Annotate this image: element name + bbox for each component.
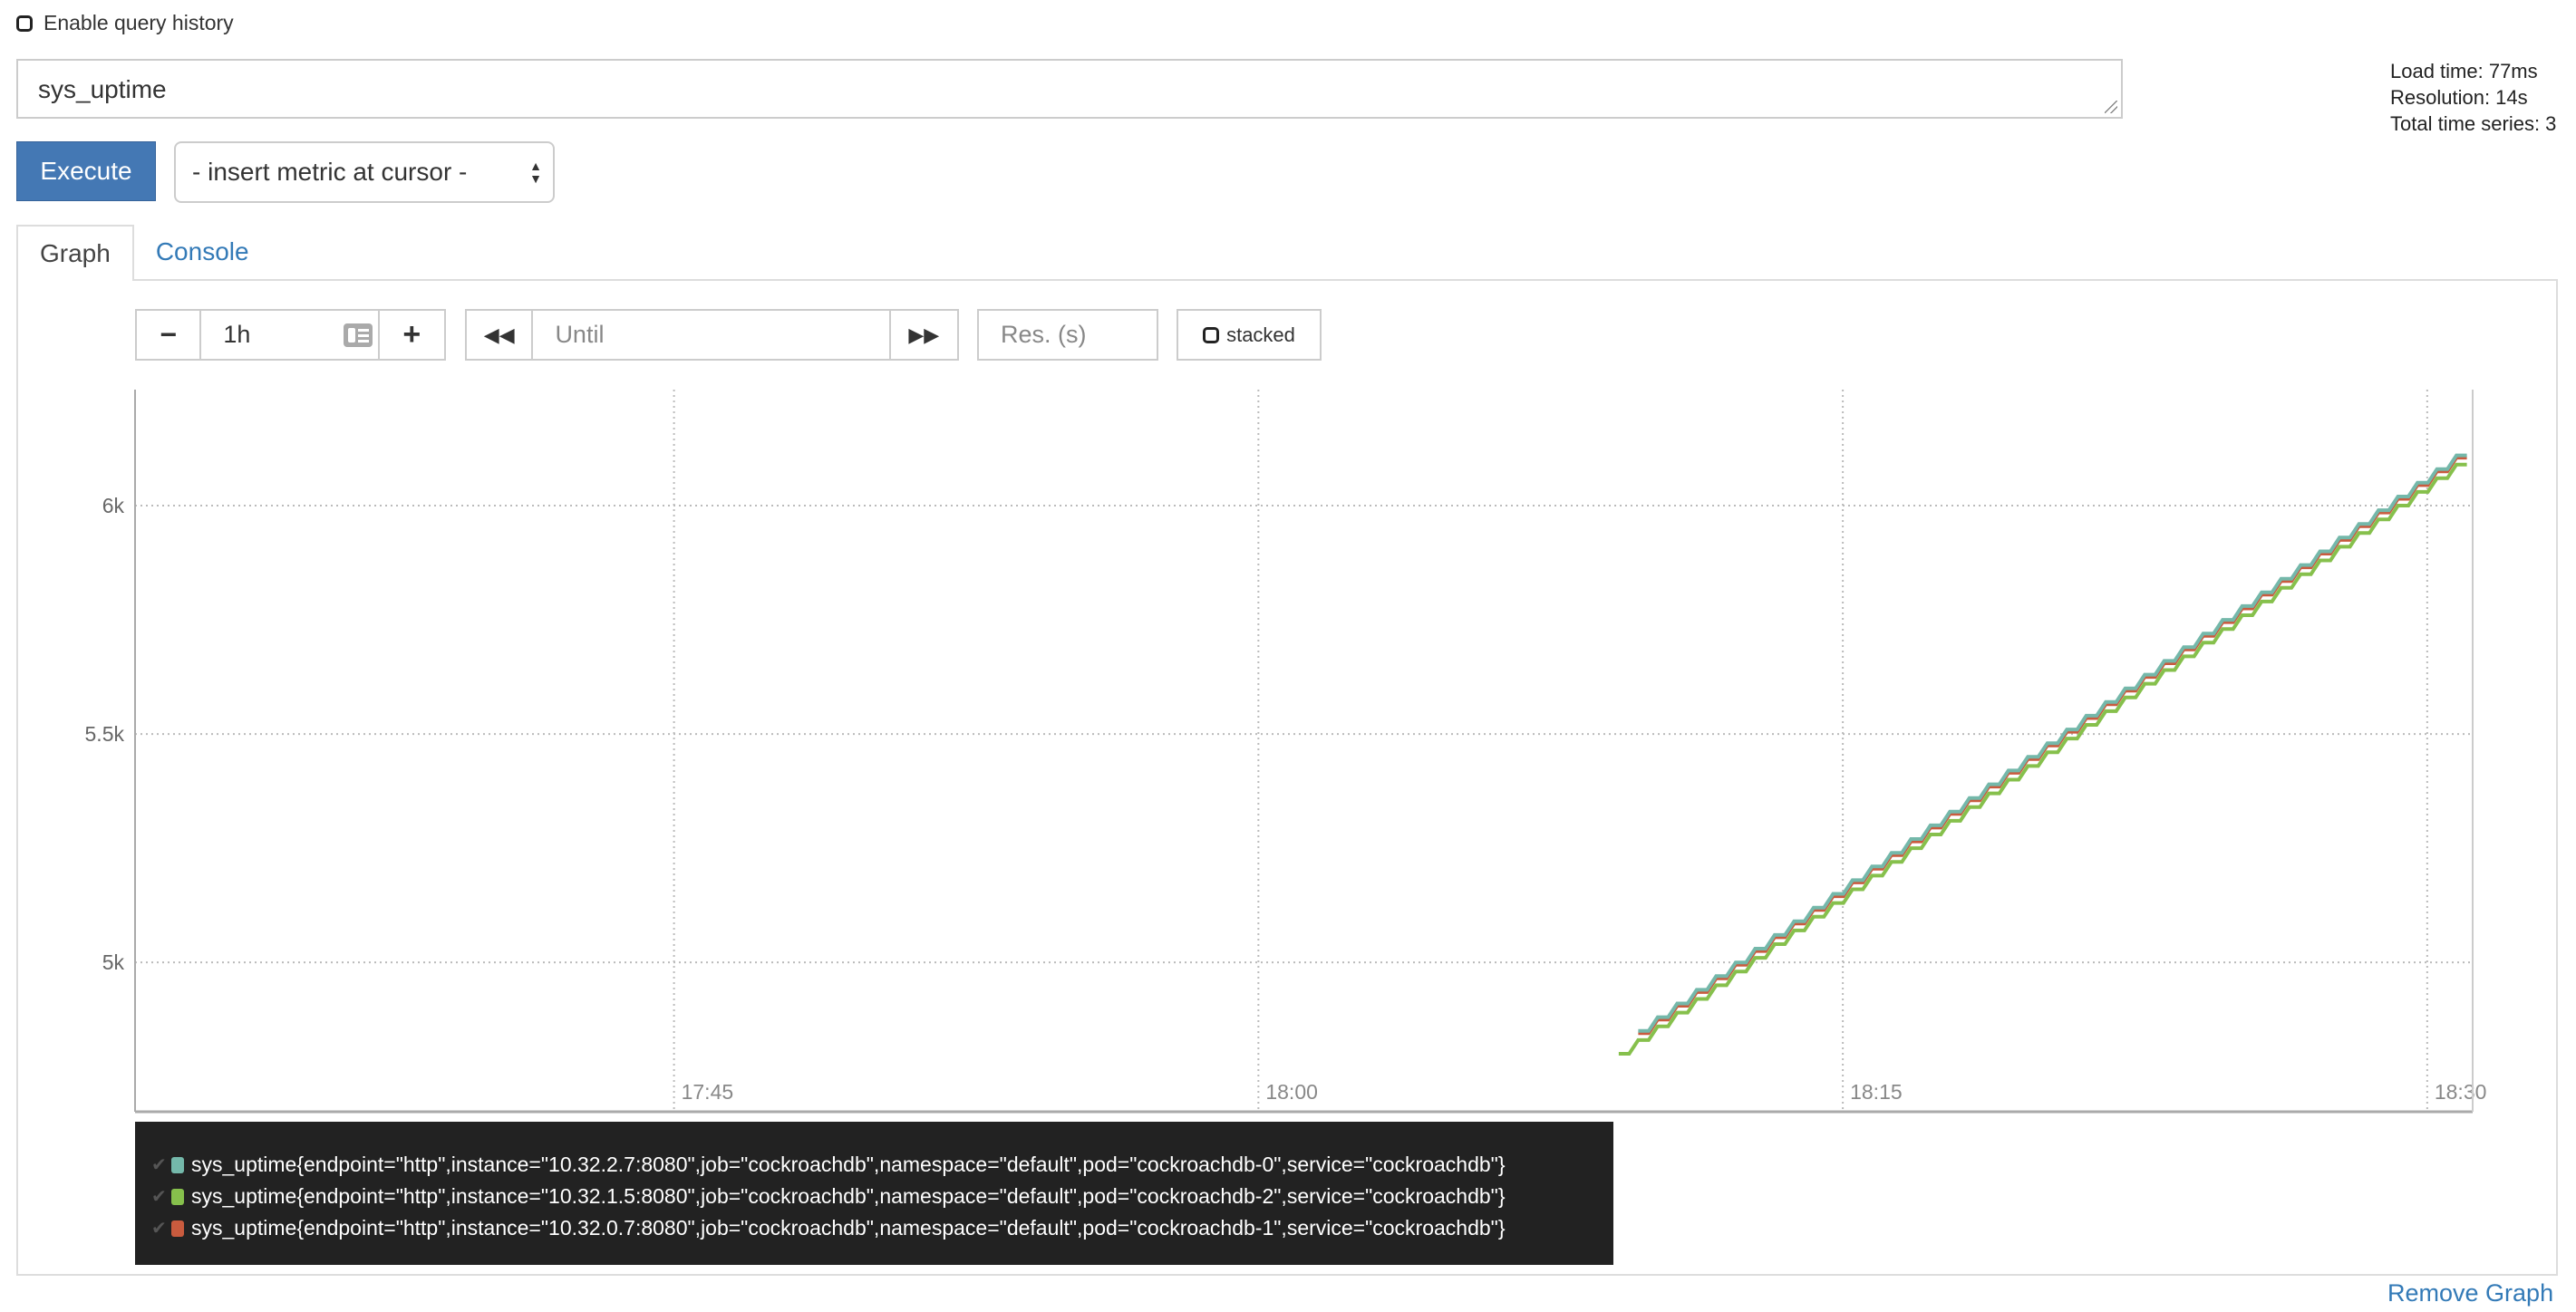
forward-icon: ▶▶	[908, 323, 940, 346]
expression-input[interactable]: sys_uptime	[16, 59, 2123, 119]
x-tick-label: 18:00	[1265, 1080, 1318, 1104]
select-arrows-icon: ▲ ▼	[529, 159, 542, 186]
tab-graph[interactable]: Graph	[16, 225, 134, 281]
graph-panel	[16, 279, 2558, 1276]
remove-graph-link[interactable]: Remove Graph	[2387, 1279, 2554, 1307]
increase-range-button[interactable]: +	[380, 311, 444, 359]
check-icon[interactable]: ✔	[151, 1187, 167, 1207]
time-forward-button[interactable]: ▶▶	[891, 311, 957, 359]
stacked-toggle[interactable]: stacked	[1177, 309, 1322, 361]
legend-item[interactable]: ✔ sys_uptime{endpoint="http",instance="10…	[135, 1181, 1613, 1212]
history-label: Enable query history	[44, 11, 234, 34]
y-tick-label: 6k	[102, 494, 125, 517]
series-line-1	[1618, 462, 2467, 1056]
x-tick-label: 18:30	[2435, 1080, 2487, 1104]
calendar-icon[interactable]	[343, 323, 373, 347]
y-tick-label: 5k	[102, 950, 125, 974]
backward-icon: ◀◀	[483, 323, 515, 346]
checkbox-icon	[1203, 326, 1220, 343]
until-control: ◀◀ Until ▶▶	[465, 309, 959, 361]
series-swatch	[171, 1220, 184, 1237]
stacked-label: stacked	[1226, 323, 1295, 346]
tab-console[interactable]: Console	[155, 237, 249, 265]
legend-item[interactable]: ✔ sys_uptime{endpoint="http",instance="10…	[135, 1212, 1613, 1244]
y-tick-label: 5.5k	[85, 722, 125, 746]
check-icon[interactable]: ✔	[151, 1155, 167, 1175]
series-swatch	[171, 1156, 184, 1173]
load-time: Load time: 77ms	[2390, 60, 2538, 82]
legend-label: sys_uptime{endpoint="http",instance="10.…	[191, 1153, 1506, 1176]
until-input[interactable]: Until	[533, 311, 891, 359]
enable-query-history-checkbox[interactable]: Enable query history	[16, 11, 234, 35]
x-tick-label: 18:15	[1850, 1080, 1903, 1104]
query-stats: Load time: 77ms Resolution: 14s Total ti…	[2390, 58, 2556, 137]
resolution-input[interactable]: Res. (s)	[977, 309, 1158, 361]
range-input[interactable]: 1h	[201, 311, 380, 359]
resize-handle-icon[interactable]	[2105, 101, 2117, 113]
decrease-range-button[interactable]: −	[137, 311, 202, 359]
series-line-2	[1638, 456, 2467, 1036]
legend-item[interactable]: ✔ sys_uptime{endpoint="http",instance="10…	[135, 1149, 1613, 1181]
x-tick-label: 17:45	[682, 1080, 734, 1104]
total-time-series: Total time series: 3	[2390, 112, 2557, 135]
plus-icon: +	[402, 317, 421, 352]
tab-bar: Graph Console	[16, 225, 271, 281]
legend-label: sys_uptime{endpoint="http",instance="10.…	[191, 1216, 1506, 1240]
range-control: − 1h +	[135, 309, 446, 361]
resolution: Resolution: 14s	[2390, 86, 2528, 109]
legend-label: sys_uptime{endpoint="http",instance="10.…	[191, 1184, 1506, 1208]
check-icon[interactable]: ✔	[151, 1219, 167, 1239]
insert-metric-label: - insert metric at cursor -	[192, 158, 468, 186]
legend: ✔ sys_uptime{endpoint="http",instance="10…	[135, 1122, 1613, 1265]
resolution-placeholder: Res. (s)	[1001, 321, 1087, 348]
minus-icon: −	[160, 318, 177, 351]
time-back-button[interactable]: ◀◀	[467, 311, 534, 359]
insert-metric-select[interactable]: - insert metric at cursor - ▲ ▼	[174, 141, 555, 203]
expression-text: sys_uptime	[38, 75, 167, 103]
series-line-0	[1638, 453, 2467, 1033]
until-placeholder: Until	[555, 321, 605, 348]
range-value: 1h	[223, 321, 251, 348]
checkbox-icon[interactable]	[16, 14, 33, 32]
series-swatch	[171, 1188, 184, 1205]
execute-button[interactable]: Execute	[16, 141, 156, 201]
